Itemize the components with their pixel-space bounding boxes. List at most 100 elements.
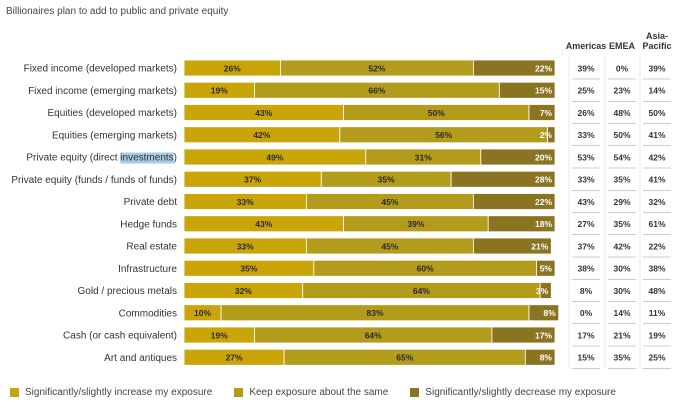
bar-data-label: 43% [255, 108, 272, 118]
region-value: 14% [613, 308, 630, 318]
region-value: 11% [649, 308, 666, 318]
chart-legend: Significantly/slightly increase my expos… [10, 387, 638, 398]
bar-data-label: 32% [235, 286, 252, 296]
category-label: Equities (developed markets) [47, 108, 177, 119]
category-label: Fixed income (emerging markets) [28, 86, 177, 97]
bar-segment [472, 237, 552, 255]
bar-data-label: 35% [240, 264, 257, 274]
region-value: 42% [613, 241, 630, 251]
bar-data-label: 7% [540, 108, 553, 118]
region-value: 39% [648, 63, 665, 73]
region-value: 35% [613, 353, 630, 363]
region-value: 35% [613, 219, 630, 229]
region-value: 50% [648, 108, 665, 118]
region-header: Americas [566, 41, 607, 51]
region-value: 48% [648, 286, 665, 296]
bar-data-label: 21% [531, 241, 548, 251]
region-header: EMEA [609, 41, 636, 51]
region-value: 21% [613, 330, 630, 340]
bar-data-label: 56% [435, 130, 452, 140]
region-value: 33% [577, 175, 594, 185]
bar-segment [472, 59, 556, 77]
legend-item: Keep exposure about the same [234, 387, 388, 398]
bar-data-label: 35% [378, 175, 395, 185]
region-value: 38% [577, 264, 594, 274]
bar-segment [450, 170, 556, 188]
category-label: Gold / precious metals [78, 286, 178, 297]
region-value: 25% [577, 86, 594, 96]
region-value: 53% [577, 152, 594, 162]
bar-data-label: 45% [381, 241, 398, 251]
category-label: Hedge funds [120, 219, 177, 230]
region-value: 29% [613, 197, 630, 207]
bar-data-label: 19% [211, 86, 228, 96]
bar-segment [491, 326, 556, 344]
bar-data-label: 37% [244, 175, 261, 185]
bar-data-label: 45% [381, 197, 398, 207]
region-value: 27% [577, 219, 594, 229]
legend-swatch [10, 388, 19, 397]
bar-data-label: 39% [407, 219, 424, 229]
region-value: 43% [577, 197, 594, 207]
bar-data-label: 31% [415, 152, 432, 162]
category-label: Cash (or cash equivalent) [63, 331, 177, 342]
bar-data-label: 42% [253, 130, 270, 140]
category-label: Private equity (direct investments) [26, 153, 177, 164]
bar-data-label: 33% [237, 241, 254, 251]
bar-segment [528, 104, 556, 121]
region-value: 41% [648, 130, 665, 140]
bar-data-label: 22% [535, 197, 552, 207]
region-value: 38% [648, 264, 665, 274]
bar-data-label: 52% [368, 63, 385, 73]
region-value: 22% [648, 241, 665, 251]
bar-segment [547, 126, 556, 144]
bar-data-label: 10% [194, 308, 211, 318]
region-value: 30% [613, 264, 630, 274]
bar-data-label: 19% [211, 330, 228, 340]
legend-swatch [234, 388, 244, 397]
legend-item: Significantly/slightly decrease my expos… [410, 387, 616, 398]
category-label: Private debt [124, 197, 178, 208]
bar-data-label: 18% [535, 219, 552, 229]
bar-data-label: 26% [224, 63, 241, 73]
region-value: 0% [580, 308, 593, 318]
bar-data-label: 49% [266, 152, 283, 162]
region-value: 54% [613, 152, 630, 162]
category-label: Infrastructure [118, 264, 177, 275]
bar-segment [480, 148, 556, 166]
bar-data-label: 64% [413, 286, 430, 296]
bar-data-label: 15% [535, 86, 552, 96]
region-value: 61% [648, 219, 665, 229]
bar-data-label: 28% [535, 175, 552, 185]
bar-data-label: 65% [396, 353, 413, 363]
category-label: Equities (emerging markets) [52, 130, 177, 141]
region-value: 25% [648, 353, 665, 363]
region-value: 35% [613, 175, 630, 185]
region-value: 48% [613, 108, 630, 118]
legend-label: Significantly/slightly increase my expos… [25, 387, 213, 398]
category-label: Fixed income (developed markets) [24, 64, 177, 75]
bar-data-label: 22% [535, 63, 552, 73]
region-value: 8% [580, 286, 593, 296]
region-value: 26% [577, 108, 594, 118]
region-value: 42% [648, 152, 665, 162]
legend-label: Significantly/slightly decrease my expos… [425, 387, 616, 398]
region-value: 50% [613, 130, 630, 140]
bar-data-label: 20% [535, 152, 552, 162]
bar-data-label: 43% [255, 219, 272, 229]
legend-swatch [410, 388, 420, 397]
text-highlight [120, 152, 174, 164]
region-value: 23% [613, 86, 630, 96]
bar-data-label: 60% [417, 264, 434, 274]
region-value: 0% [616, 63, 629, 73]
bar-data-label: 33% [237, 197, 254, 207]
legend-label: Keep exposure about the same [249, 387, 389, 398]
region-value: 15% [577, 353, 594, 363]
bar-data-label: 17% [535, 330, 552, 340]
bar-segment [536, 259, 556, 277]
bar-segment [498, 81, 556, 99]
category-label: Real estate [126, 242, 177, 253]
category-label: Art and antiques [104, 353, 177, 364]
bar-data-label: 2% [540, 130, 553, 140]
